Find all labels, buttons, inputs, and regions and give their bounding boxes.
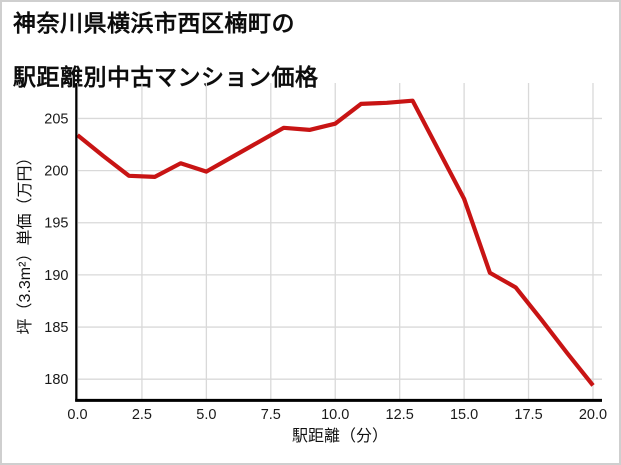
x-axis-label: 駅距離（分）: [291, 428, 389, 445]
y-tick-label: 180: [44, 372, 68, 388]
x-tick-label: 7.5: [261, 407, 281, 423]
y-tick-label: 185: [44, 320, 68, 336]
x-tick-label: 17.5: [514, 407, 542, 423]
y-tick-label: 205: [44, 111, 68, 127]
y-tick-label: 200: [44, 164, 68, 180]
x-tick-label: 10.0: [321, 407, 349, 423]
x-tick-label: 5.0: [196, 407, 216, 423]
chart-title-line-2: 駅距離別中古マンション価格: [13, 64, 319, 91]
x-tick-label: 15.0: [450, 407, 478, 423]
chart-title-line-1: 神奈川県横浜市西区楠町の: [13, 10, 295, 36]
x-tick-label: 2.5: [132, 407, 152, 423]
y-axis-label: 坪（3.3m²）単価（万円）: [17, 149, 34, 335]
x-tick-label: 12.5: [386, 407, 414, 423]
x-tick-label: 0.0: [67, 407, 87, 423]
price-line-series: [76, 98, 595, 387]
x-tick-label: 20.0: [579, 407, 607, 423]
y-tick-label: 195: [44, 216, 68, 232]
y-tick-label: 190: [44, 268, 68, 284]
chart-title: 神奈川県横浜市西区楠町の 駅距離別中古マンション価格: [13, 10, 319, 91]
